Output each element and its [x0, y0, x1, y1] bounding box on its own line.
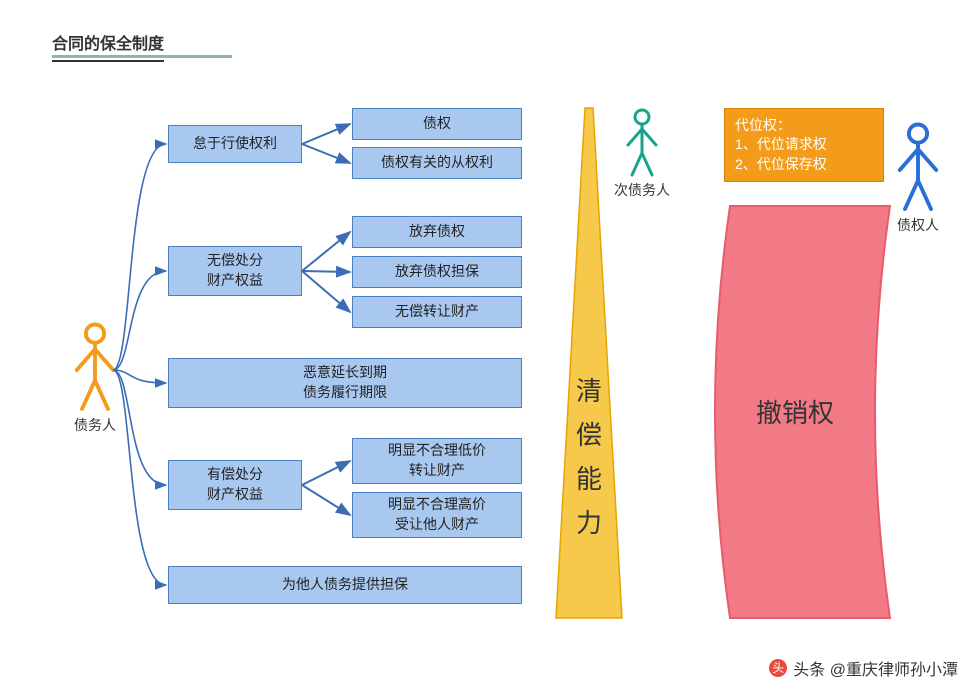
- arrow: [302, 461, 350, 485]
- debtor-label: 债务人: [65, 415, 125, 435]
- group-box-2: 恶意延长到期 债务履行期限: [168, 358, 522, 408]
- creditor-icon: [900, 125, 936, 210]
- debtor-connector-0: [113, 144, 166, 370]
- subdebtor-icon: [628, 110, 656, 175]
- toutiao-icon: 头: [769, 659, 787, 677]
- child-box-0-1: 债权有关的从权利: [352, 147, 522, 179]
- footer-text: 头条 @重庆律师孙小潭: [793, 656, 958, 680]
- debtor-icon: [77, 325, 113, 410]
- child-box-3-1: 明显不合理高价 受让他人财产: [352, 492, 522, 538]
- debtor-connector-4: [113, 370, 166, 585]
- group-box-1: 无偿处分 财产权益: [168, 246, 302, 296]
- arrow: [302, 271, 350, 272]
- arrow: [302, 232, 350, 271]
- group-box-0: 怠于行使权利: [168, 125, 302, 163]
- arrow: [302, 485, 350, 515]
- solvency-text: 偿: [576, 421, 602, 450]
- solvency-text: 力: [576, 509, 602, 538]
- arrow: [302, 271, 350, 312]
- group-box-3: 有偿处分 财产权益: [168, 460, 302, 510]
- child-box-1-2: 无偿转让财产: [352, 296, 522, 328]
- arrow: [302, 144, 350, 163]
- group-box-4: 为他人债务提供担保: [168, 566, 522, 604]
- arrow: [302, 124, 350, 144]
- creditor-label: 债权人: [888, 215, 948, 235]
- child-box-3-0: 明显不合理低价 转让财产: [352, 438, 522, 484]
- footer-credit: 头 头条 @重庆律师孙小潭: [769, 656, 958, 680]
- subdebtor-label: 次债务人: [612, 180, 672, 200]
- solvency-text: 清: [576, 377, 602, 406]
- subrogation-box: 代位权： 1、代位请求权 2、代位保存权: [724, 108, 884, 182]
- revocation-text: 撤销权: [756, 399, 834, 428]
- child-box-1-0: 放弃债权: [352, 216, 522, 248]
- child-box-0-0: 债权: [352, 108, 522, 140]
- solvency-text: 能: [576, 465, 602, 494]
- child-box-1-1: 放弃债权担保: [352, 256, 522, 288]
